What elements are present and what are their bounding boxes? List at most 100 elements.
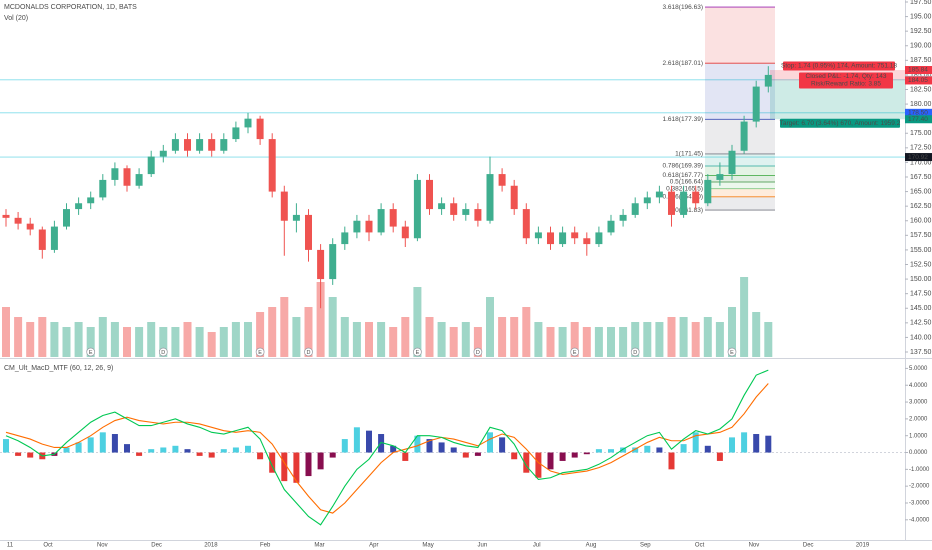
volume-bar	[268, 307, 277, 357]
candle-body	[534, 232, 542, 239]
histogram-bar	[305, 452, 312, 477]
candle-body	[38, 229, 46, 250]
volume-bar	[510, 317, 519, 357]
volume-bar	[62, 327, 71, 357]
candle-body	[365, 220, 373, 233]
volume-bar	[171, 327, 180, 357]
signal-line	[5, 383, 769, 514]
price-tag-label: 178.50	[908, 110, 928, 117]
histogram-bar	[390, 445, 397, 453]
candle-body	[256, 118, 264, 140]
histogram-bar	[535, 452, 542, 478]
volume-bar	[643, 322, 652, 357]
fib-band	[705, 188, 775, 197]
histogram-bar	[87, 437, 94, 453]
y-tick-label: 157.50	[910, 232, 932, 239]
event-label: D	[476, 350, 480, 356]
volume-bar	[219, 327, 228, 357]
volume-bar	[50, 322, 59, 357]
x-tick-label: Apr	[369, 543, 378, 549]
volume-bar	[231, 322, 240, 357]
histogram-bar	[450, 447, 457, 453]
volume-bar	[740, 277, 749, 357]
candle-body	[135, 174, 143, 186]
histogram-bar	[245, 445, 251, 453]
histogram-bar	[487, 432, 493, 453]
candle-body	[728, 150, 736, 175]
volume-bar	[207, 332, 216, 357]
stop-label: Stop: 1.74 (0.95%) 174, Amount: 751.18	[781, 63, 897, 70]
histogram-bar	[595, 449, 602, 453]
histogram-bar	[680, 444, 687, 453]
y-tick-label: -2.0000	[909, 484, 930, 490]
histogram-bar	[257, 452, 264, 460]
volume-bar	[304, 307, 313, 357]
y-tick-label: 137.50	[910, 349, 932, 356]
histogram-bar	[15, 452, 22, 456]
ratio-label: Risk/Reward Ratio: 3.85	[811, 81, 881, 88]
candle-body	[159, 150, 167, 157]
candle-body	[50, 226, 58, 250]
candle-body	[401, 226, 409, 239]
price-tag	[905, 76, 932, 85]
price-tag	[905, 108, 932, 117]
price-tag	[905, 115, 932, 124]
volume-bar	[498, 317, 507, 357]
y-tick-label: 2.0000	[909, 416, 928, 422]
volume-bar	[2, 307, 10, 357]
candle-body	[450, 203, 458, 215]
volume-bar	[594, 327, 603, 357]
histogram-bar	[124, 444, 130, 453]
event-marker	[473, 347, 483, 357]
candle-body	[377, 209, 385, 233]
volume-bar	[38, 317, 47, 357]
event-marker	[630, 347, 640, 357]
volume-bar	[752, 312, 761, 357]
histogram-bar	[608, 449, 614, 453]
y-tick-label: 172.50	[910, 145, 932, 152]
candle-body	[668, 191, 675, 215]
volume-bar	[352, 322, 361, 357]
chart-title: MCDONALDS CORPORATION, 1D, BATS	[4, 4, 137, 11]
x-tick-label: 11	[7, 543, 14, 549]
histogram-bar	[281, 452, 288, 482]
volume-bar	[256, 312, 265, 357]
x-tick-label: Nov	[749, 543, 760, 549]
volume-bar	[546, 327, 555, 357]
volume-bar	[486, 297, 494, 357]
y-tick-label: 0.0000	[909, 450, 928, 456]
y-tick-label: -1.0000	[909, 467, 930, 473]
volume-bar	[558, 327, 567, 357]
candle-body	[2, 214, 10, 218]
x-tick-label: Jun	[478, 543, 488, 549]
candle-body	[510, 185, 518, 210]
event-label: E	[730, 350, 734, 356]
x-tick-label: Oct	[43, 543, 53, 549]
y-tick-label: -3.0000	[909, 501, 930, 507]
volume-bar	[280, 297, 289, 357]
candle-body	[583, 238, 591, 245]
volume-bar	[389, 327, 398, 357]
fib-band	[705, 165, 775, 176]
candle-body	[389, 209, 397, 227]
histogram-bar	[111, 434, 118, 453]
x-tick-label: Jul	[533, 543, 541, 549]
y-tick-label: 155.00	[910, 247, 932, 254]
candle-body	[522, 209, 530, 239]
volume-bar	[449, 327, 458, 357]
candle-body	[413, 179, 421, 239]
volume-bar	[473, 327, 482, 357]
fib-label: 0.618(167.77)	[663, 172, 703, 179]
histogram-bar	[220, 449, 227, 453]
candle-body	[147, 156, 155, 175]
volume-bar	[461, 322, 470, 357]
volume-bar	[703, 317, 712, 357]
histogram-bar	[329, 452, 336, 458]
histogram-bar	[765, 435, 772, 453]
histogram-bar	[656, 447, 663, 453]
y-tick-label: 182.50	[910, 86, 932, 93]
volume-bar	[98, 317, 107, 357]
volume-bar	[183, 322, 192, 357]
candle-body	[631, 203, 639, 215]
